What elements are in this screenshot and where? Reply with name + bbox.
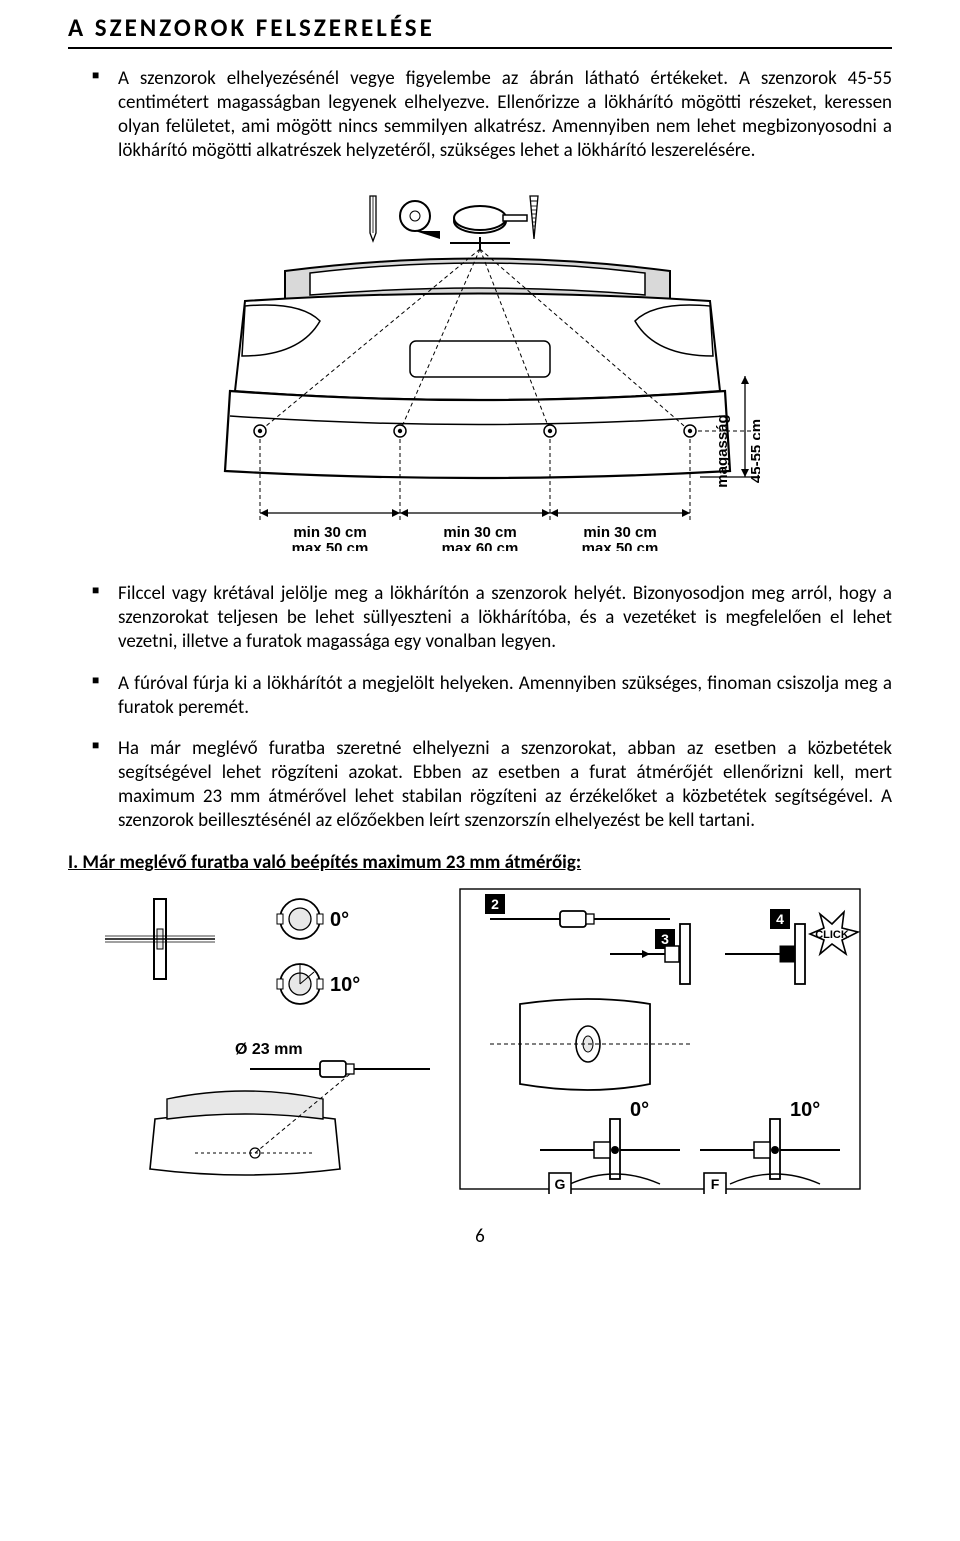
- svg-text:2: 2: [491, 896, 499, 912]
- svg-text:3: 3: [661, 931, 669, 947]
- svg-text:45-55 cm: 45-55 cm: [748, 419, 760, 483]
- svg-text:0°: 0°: [330, 909, 349, 931]
- svg-text:F: F: [711, 1176, 720, 1192]
- svg-text:Ø 23 mm: Ø 23 mm: [235, 1041, 303, 1058]
- section-heading: I. Már meglévő furatba való beépítés max…: [68, 851, 892, 874]
- bullet-intro: A szenzorok elhelyezésénél vegye figyele…: [68, 67, 892, 163]
- svg-text:min 30 cm: min 30 cm: [293, 524, 366, 541]
- svg-text:4: 4: [776, 911, 784, 927]
- svg-text:CLICK: CLICK: [815, 929, 849, 941]
- bullet-mark: Filccel vagy krétával jelölje meg a lökh…: [68, 582, 892, 654]
- svg-text:max 60 cm: max 60 cm: [442, 540, 519, 551]
- figure-bumper-measurements: min 30 cmmax 50 cmmin 30 cmmax 60 cmmin …: [68, 181, 892, 556]
- svg-text:max 50 cm: max 50 cm: [582, 540, 659, 551]
- page: A SZENZOROK FELSZERELÉSE A szenzorok elh…: [0, 0, 960, 1541]
- svg-text:10°: 10°: [790, 1099, 820, 1121]
- title-rule: [68, 47, 892, 49]
- bullet-existing-hole: Ha már meglévő furatba szeretné elhelyez…: [68, 737, 892, 833]
- page-number: 6: [68, 1225, 892, 1248]
- page-title: A SZENZOROK FELSZERELÉSE: [68, 12, 892, 43]
- bumper-diagram-svg: min 30 cmmax 50 cmmin 30 cmmax 60 cmmin …: [200, 181, 760, 551]
- bullet-list-1: A szenzorok elhelyezésénél vegye figyele…: [68, 67, 892, 163]
- svg-text:G: G: [555, 1176, 566, 1192]
- svg-text:min 30 cm: min 30 cm: [583, 524, 656, 541]
- svg-text:0°: 0°: [630, 1099, 649, 1121]
- bullet-list-2: Filccel vagy krétával jelölje meg a lökh…: [68, 582, 892, 833]
- insert-diagram-svg: 0° 10° Ø 23 mm 2 3 4 CLICK 0° 10° G F: [90, 884, 870, 1194]
- figure-insert-sensor: 0° 10° Ø 23 mm 2 3 4 CLICK 0° 10° G F: [68, 884, 892, 1199]
- svg-text:max 50 cm: max 50 cm: [292, 540, 369, 551]
- svg-text:min 30 cm: min 30 cm: [443, 524, 516, 541]
- svg-text:10°: 10°: [330, 974, 360, 996]
- svg-text:magasság: magasság: [714, 414, 731, 487]
- bullet-drill: A fúróval fúrja ki a lökhárítót a megjel…: [68, 672, 892, 720]
